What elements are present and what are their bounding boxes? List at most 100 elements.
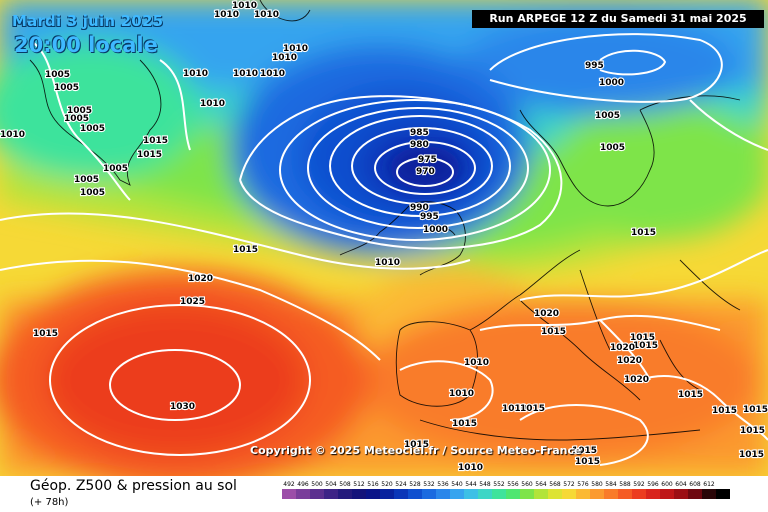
- scale-step: 560: [520, 480, 534, 502]
- scale-step: 492: [282, 480, 296, 502]
- scale-label: 496: [297, 481, 309, 488]
- scale-step: 584: [604, 480, 618, 502]
- isobar-label: 1015: [520, 404, 545, 414]
- scale-label: 500: [311, 481, 323, 488]
- scale-swatch: [422, 489, 436, 499]
- scale-step: 552: [492, 480, 506, 502]
- scale-step: 604: [674, 480, 688, 502]
- scale-step: 564: [534, 480, 548, 502]
- scale-step: 556: [506, 480, 520, 502]
- isobar-label: 1015: [678, 390, 703, 400]
- isobars: [0, 33, 768, 466]
- isobar-label: 1015: [404, 440, 429, 450]
- scale-label: 564: [535, 481, 547, 488]
- scale-swatch: [660, 489, 674, 499]
- scale-swatch: [702, 489, 716, 499]
- isobar-label: 1015: [143, 136, 168, 146]
- scale-swatch: [380, 489, 394, 499]
- isobar-label: 1010: [232, 1, 257, 11]
- isobar-label: 1010: [183, 69, 208, 79]
- scale-swatch: [688, 489, 702, 499]
- scale-label: 592: [633, 481, 645, 488]
- scale-label: 516: [367, 481, 379, 488]
- scale-step: 612: [702, 480, 716, 502]
- scale-label: 508: [339, 481, 351, 488]
- isobar-label: 1015: [739, 450, 764, 460]
- isobar-label: 1025: [180, 297, 205, 307]
- scale-label: 528: [409, 481, 421, 488]
- isobar-label: 1015: [743, 405, 768, 415]
- scale-label: 540: [451, 481, 463, 488]
- isobar-label: 1015: [541, 327, 566, 337]
- scale-swatch: [450, 489, 464, 499]
- scale-swatch: [590, 489, 604, 499]
- isobar-label: 975: [418, 155, 437, 165]
- scale-step: 528: [408, 480, 422, 502]
- scale-label: 568: [549, 481, 561, 488]
- scale-swatch: [352, 489, 366, 499]
- isobar-label: 1010: [283, 44, 308, 54]
- scale-step: 532: [422, 480, 436, 502]
- scale-swatch: [562, 489, 576, 499]
- isobar-label: 1000: [599, 78, 624, 88]
- isobar-label: 1020: [610, 343, 635, 353]
- color-scale: 492 496 500 504 508 512 516 520 524 528 532 536 540 5…: [282, 480, 730, 502]
- weather-map: 1010 1010 1010 1010 1010 1010 1010 1010 …: [0, 0, 768, 476]
- scale-step: 600: [660, 480, 674, 502]
- scale-step: 576: [576, 480, 590, 502]
- scale-swatch: [520, 489, 534, 499]
- isobar-label: 1005: [54, 83, 79, 93]
- scale-label: 596: [647, 481, 659, 488]
- isobar-label: 1010: [458, 463, 483, 473]
- scale-label: 492: [283, 481, 295, 488]
- coastlines: [29, 0, 741, 441]
- scale-step: 572: [562, 480, 576, 502]
- scale-label: 512: [353, 481, 365, 488]
- isobar-label: 995: [420, 212, 439, 222]
- isobar-label: 1005: [80, 188, 105, 198]
- scale-step: 496: [296, 480, 310, 502]
- isobar-label: 970: [416, 167, 435, 177]
- scale-swatch: [534, 489, 548, 499]
- isobar-label: 1010: [214, 10, 239, 20]
- isobar-label: 1005: [600, 143, 625, 153]
- isobar-label: 1015: [630, 333, 655, 343]
- scale-swatch: [436, 489, 450, 499]
- isobar-label: 1015: [33, 329, 58, 339]
- isobar-label: 1015: [712, 406, 737, 416]
- isobar-label: 1010: [272, 53, 297, 63]
- footer-panel: Géop. Z500 & pression au sol (+ 78h) 492…: [0, 476, 768, 512]
- scale-label: 536: [437, 481, 449, 488]
- scale-label: 524: [395, 481, 407, 488]
- isobar-label: 1015: [452, 419, 477, 429]
- scale-swatch: [492, 489, 506, 499]
- scale-label: 588: [619, 481, 631, 488]
- field-title: Géop. Z500 & pression au sol: [30, 478, 237, 494]
- isobar-label: 1005: [64, 114, 89, 124]
- scale-step: 592: [632, 480, 646, 502]
- scale-label: 556: [507, 481, 519, 488]
- scale-label: 612: [703, 481, 715, 488]
- forecast-time: 20:00 locale: [14, 33, 158, 57]
- isobar-label: 995: [585, 61, 604, 71]
- scale-swatch: [716, 489, 730, 499]
- scale-step: 504: [324, 480, 338, 502]
- scale-swatch: [674, 489, 688, 499]
- scale-swatch: [576, 489, 590, 499]
- scale-label: 504: [325, 481, 337, 488]
- scale-swatch: [632, 489, 646, 499]
- scale-swatch: [394, 489, 408, 499]
- isobar-label: 1010: [200, 99, 225, 109]
- scale-swatch: [366, 489, 380, 499]
- isobar-label: 1015: [233, 245, 258, 255]
- isobar-label: 1010: [464, 358, 489, 368]
- scale-step: 536: [436, 480, 450, 502]
- scale-swatch: [478, 489, 492, 499]
- isobar-label: 1005: [595, 111, 620, 121]
- isobar-label: 1010: [502, 404, 527, 414]
- forecast-date: Mardi 3 juin 2025: [12, 12, 164, 30]
- scale-label: 532: [423, 481, 435, 488]
- scale-swatch: [296, 489, 310, 499]
- isobar-label: 1010: [0, 130, 25, 140]
- lead-time: (+ 78h): [30, 497, 69, 508]
